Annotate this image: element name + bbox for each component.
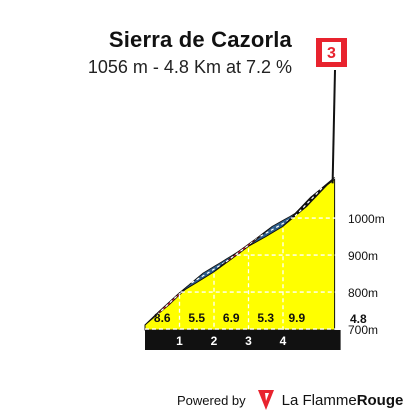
gradient-label: 5.5: [188, 311, 205, 325]
climb-title: Sierra de Cazorla: [108, 27, 292, 52]
climb-subtitle: 1056 m - 4.8 Km at 7.2 %: [87, 57, 292, 77]
grade-band-centerline-2: [191, 261, 227, 284]
grade-band-centerline-1: [156, 282, 192, 316]
powered-by-text: Powered by: [177, 392, 246, 408]
summit-flag-label: 3: [327, 45, 336, 62]
flag-pole: [331, 69, 336, 184]
brand-name: La FlammeRouge: [282, 392, 404, 409]
gradient-label: 5.3: [257, 311, 274, 325]
y-tick-label: 700m: [348, 323, 378, 337]
gradient-label: 9.9: [288, 311, 305, 325]
footer: Powered by La FlammeRouge: [177, 388, 403, 412]
gradient-label: 8.6: [154, 311, 171, 325]
km-label: 4: [280, 334, 287, 348]
grade-band-centerline-4: [260, 215, 296, 237]
profile-base-strip: [145, 330, 341, 350]
summit-flag-inner: [322, 42, 341, 62]
flamme-rouge-logo-icon: [257, 390, 274, 410]
y-tick-label: 1000m: [348, 212, 385, 226]
y-tick-label: 800m: [348, 286, 378, 300]
brand-prefix: La Flamme: [281, 391, 357, 409]
km-label: 1: [176, 334, 183, 348]
km-label: 3: [245, 334, 252, 348]
grade-band-centerline-3: [225, 235, 261, 263]
brand-suffix: Rouge: [356, 391, 404, 409]
gradient-label: 6.9: [223, 311, 240, 325]
y-tick-label: 900m: [348, 249, 378, 263]
grade-band-centerline-5: [294, 186, 324, 217]
end-distance-label: 4.8: [350, 312, 367, 326]
km-label: 2: [211, 334, 218, 348]
